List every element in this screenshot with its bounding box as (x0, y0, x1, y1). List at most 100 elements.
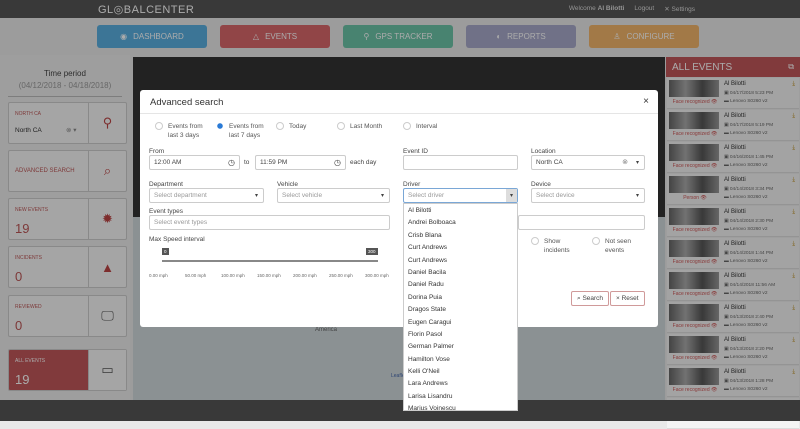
event-item[interactable]: Face recognized 👁 Al Bilotti ▣ 04/13/2018 … (667, 302, 799, 333)
event-thumbnail[interactable] (669, 272, 719, 289)
not-seen-toggle[interactable]: Not seen events (592, 237, 641, 255)
speed-slider[interactable] (162, 260, 378, 262)
speed-min-handle[interactable]: 0 (162, 248, 169, 255)
clock-icon[interactable]: ◷ (228, 158, 235, 167)
speed-max-handle[interactable]: 300 (366, 248, 378, 255)
nav-gps-tracker[interactable]: ⚲ GPS TRACKER (343, 25, 453, 48)
event-thumbnail[interactable] (669, 112, 719, 129)
radio-circle[interactable] (403, 122, 411, 130)
department-select[interactable]: Select department ▾ (149, 188, 264, 203)
download-icon[interactable]: ⤓ (792, 305, 795, 311)
nav-reports[interactable]: ◐ REPORTS (466, 25, 576, 48)
download-icon[interactable]: ⤓ (792, 273, 795, 279)
map-pin-icon[interactable]: ⚲ (88, 103, 126, 143)
all-events-card[interactable]: ALL EVENTS 19 ▭ (8, 349, 127, 391)
eye-icon[interactable]: 👁 (709, 323, 718, 329)
driver-option[interactable]: German Palmer (408, 343, 454, 351)
reset-button[interactable]: × Reset (610, 291, 645, 306)
event-item[interactable]: Face recognized 👁 Al Bilotti ▣ 04/14/2018 … (667, 270, 799, 301)
driver-option[interactable]: Daniel Radu (408, 281, 444, 289)
driver-option[interactable]: Marius Voinescu (408, 405, 456, 411)
period-radio[interactable]: Interval (403, 122, 437, 131)
driver-option[interactable]: Kelli O'Neil (408, 368, 440, 376)
period-radio[interactable]: Events from last 7 days (216, 122, 269, 140)
event-thumbnail[interactable] (669, 304, 719, 321)
eye-icon[interactable]: 👁 (709, 291, 718, 297)
driver-option[interactable]: Curt Andrews (408, 244, 448, 252)
advanced-search-card[interactable]: ADVANCED SEARCH ⌕ (8, 150, 127, 192)
event-thumbnail[interactable] (669, 208, 719, 225)
clock-icon[interactable]: ◷ (334, 158, 341, 167)
vehicle-select[interactable]: Select vehicle ▾ (277, 188, 390, 203)
driver-option[interactable]: Florin Pasol (408, 330, 443, 338)
location-select[interactable]: North CA (15, 127, 42, 134)
event-thumbnail[interactable] (669, 80, 719, 97)
eye-icon[interactable]: 👁 (709, 99, 718, 105)
download-icon[interactable]: ⤓ (792, 241, 795, 247)
download-icon[interactable]: ⤓ (792, 337, 795, 343)
show-incidents-toggle[interactable]: Show incidents (531, 237, 580, 255)
event-item[interactable]: Face recognized 👁 Al Bilotti ▣ 04/17/2018 … (667, 78, 799, 109)
period-radio[interactable]: Events from last 3 days (155, 122, 208, 140)
extra-input[interactable] (518, 215, 645, 230)
event-item[interactable]: Face recognized 👁 Al Bilotti ▣ 04/14/2018 … (667, 238, 799, 269)
radio-circle[interactable] (216, 122, 224, 130)
eye-icon[interactable]: 👁 (709, 355, 718, 361)
eye-icon[interactable]: 👁 (709, 259, 718, 265)
location-card[interactable]: NORTH CA North CA ⊗ ▾ ⚲ (8, 102, 127, 144)
download-icon[interactable]: ⤓ (792, 177, 795, 183)
event-thumbnail[interactable] (669, 176, 719, 193)
settings-link[interactable]: ✕ Settings (664, 6, 695, 13)
device-select[interactable]: Select device ▾ (531, 188, 645, 203)
driver-option[interactable]: Crisb Blana (408, 231, 442, 239)
clear-icon[interactable]: ⊗ ▾ (66, 127, 77, 134)
from-time-input[interactable]: 12:00 AM ◷ (149, 155, 240, 170)
event-types-select[interactable]: Select event types (149, 215, 390, 230)
driver-option[interactable]: Larisa Lisandru (408, 392, 453, 400)
download-icon[interactable]: ⤓ (792, 81, 795, 87)
download-icon[interactable]: ⤓ (792, 145, 795, 151)
period-radio[interactable]: Last Month (337, 122, 382, 131)
eye-icon[interactable]: 👁 (709, 131, 718, 137)
event-item[interactable]: Face recognized 👁 Al Bilotti ▣ 04/16/2018 … (667, 142, 799, 173)
to-time-input[interactable]: 11:59 PM ◷ (255, 155, 346, 170)
eye-icon[interactable]: 👁 (699, 195, 707, 201)
search-button[interactable]: ⌕ Search (571, 291, 610, 306)
event-thumbnail[interactable] (669, 336, 719, 353)
driver-option[interactable]: Dorina Puia (408, 293, 442, 301)
eye-icon[interactable]: 👁 (709, 227, 718, 233)
eye-icon[interactable]: 👁 (709, 387, 718, 393)
clear-icon[interactable]: ⊗ (622, 159, 628, 166)
eye-icon[interactable]: 👁 (709, 163, 718, 169)
logout-link[interactable]: Logout (634, 5, 655, 12)
event-item[interactable]: Face recognized 👁 Al Bilotti ▣ 04/17/2018 … (667, 110, 799, 141)
driver-option[interactable]: Daniel Bacila (408, 268, 446, 276)
event-thumbnail[interactable] (669, 368, 719, 385)
download-icon[interactable]: ⤓ (792, 113, 795, 119)
driver-option[interactable]: Curt Andrews (408, 256, 448, 264)
event-item[interactable]: Face recognized 👁 Al Bilotti ▣ 04/14/2018 … (667, 206, 799, 237)
event-item[interactable]: Face recognized 👁 Al Bilotti ▣ 04/13/2018 … (667, 366, 799, 397)
driver-option[interactable]: Eugen Caragui (408, 318, 452, 326)
driver-option[interactable]: Lara Andrews (408, 380, 448, 388)
radio-circle[interactable] (276, 122, 284, 130)
download-icon[interactable]: ⤓ (792, 209, 795, 215)
reviewed-card[interactable]: REVIEWED 0 🖵 (8, 295, 127, 337)
event-thumbnail[interactable] (669, 240, 719, 257)
nav-dashboard[interactable]: ◉ DASHBOARD (97, 25, 207, 48)
incidents-card[interactable]: INCIDENTS 0 ▲ (8, 246, 127, 288)
location-select[interactable]: North CA ⊗ ▾ (531, 155, 645, 170)
event-thumbnail[interactable] (669, 144, 719, 161)
period-radio[interactable]: Today (276, 122, 306, 131)
copy-icon[interactable]: ⧉ (788, 62, 794, 71)
event-item[interactable]: Person 👁 Al Bilotti ▣ 04/14/2018 3:34 PM ▬ … (667, 174, 799, 205)
nav-events[interactable]: △ EVENTS (220, 25, 330, 48)
radio-circle[interactable] (337, 122, 345, 130)
close-icon[interactable]: × (643, 96, 649, 107)
event-id-input[interactable] (403, 155, 518, 170)
search-icon[interactable]: ⌕ (88, 151, 126, 191)
driver-option[interactable]: Andrei Bolboaca (408, 219, 456, 227)
driver-option[interactable]: Hamilton Vose (408, 355, 450, 363)
driver-option[interactable]: Al Bilotti (408, 207, 432, 214)
nav-configure[interactable]: ♙ CONFIGURE (589, 25, 699, 48)
